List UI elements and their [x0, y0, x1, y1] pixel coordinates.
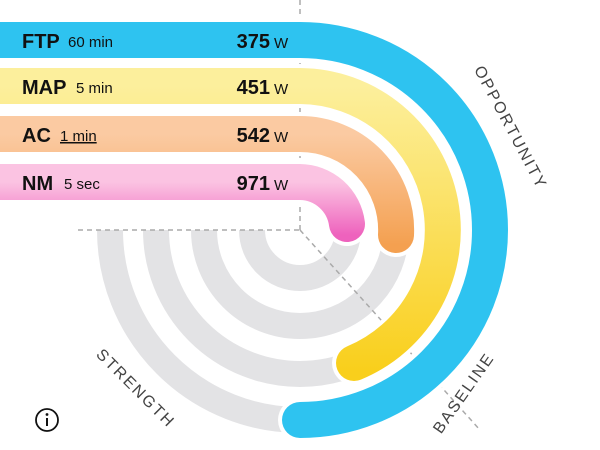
row-duration: 60 min: [68, 34, 113, 51]
row-duration: 5 min: [76, 80, 113, 97]
row-value: 971: [237, 173, 270, 195]
row-duration[interactable]: 1 min: [60, 128, 97, 145]
row-label: MAP: [22, 77, 66, 99]
row-label: AC: [22, 125, 51, 147]
row-label: FTP: [22, 31, 60, 53]
info-button[interactable]: [35, 408, 59, 432]
row-value: 375: [237, 31, 270, 53]
row-label: NM: [22, 173, 53, 195]
row-unit: W: [274, 35, 289, 52]
row-unit: W: [274, 177, 289, 194]
row-texts: FTP 60 min 375 W MAP 5 min 451 W AC 1 mi…: [22, 31, 289, 195]
row-duration: 5 sec: [64, 176, 100, 193]
row-unit: W: [274, 129, 289, 146]
row-unit: W: [274, 81, 289, 98]
row-value: 542: [237, 125, 270, 147]
bars: [0, 17, 512, 442]
row-value: 451: [237, 77, 270, 99]
